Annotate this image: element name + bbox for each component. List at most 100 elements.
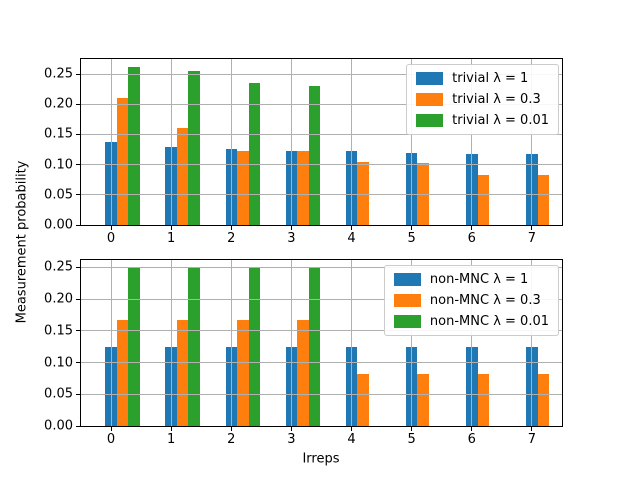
legend: non-MNC λ = 1 non-MNC λ = 0.3 non-MNC λ = …: [383, 265, 559, 336]
y-tick-label: 0.15: [44, 126, 73, 142]
bar: [237, 319, 249, 426]
gridline-vertical: [411, 59, 413, 225]
legend-swatch-icon: [393, 315, 421, 328]
x-tick-label: 3: [287, 231, 296, 246]
legend-item: non-MNC λ = 1: [393, 272, 549, 287]
x-tick-label: 2: [227, 432, 236, 447]
y-tick-label: 0.00: [44, 418, 73, 434]
legend-item: trivial λ = 1: [416, 71, 549, 86]
y-tick-mark: [76, 330, 80, 332]
bar: [297, 151, 309, 225]
bar: [116, 319, 129, 426]
bar: [237, 151, 249, 225]
legend-label: non-MNC λ = 1: [429, 272, 529, 287]
y-tick-mark: [76, 164, 80, 166]
x-tick-label: 0: [106, 432, 116, 447]
bar: [417, 373, 429, 426]
bar: [188, 267, 200, 426]
y-tick-mark: [76, 103, 80, 105]
y-tick-mark: [76, 224, 80, 226]
y-tick-mark: [76, 425, 80, 427]
x-tick-mark: [110, 427, 112, 431]
y-tick-label: 0.25: [44, 66, 73, 82]
x-tick-label: 7: [527, 231, 537, 246]
bar: [537, 174, 550, 225]
gridline-horizontal: [81, 73, 562, 75]
y-tick-mark: [76, 298, 80, 300]
gridline-vertical: [290, 260, 292, 426]
bar: [176, 128, 189, 225]
x-tick-mark: [531, 427, 533, 431]
x-tick-label: 5: [407, 231, 416, 246]
legend-item: trivial λ = 0.3: [416, 92, 549, 107]
gridline-vertical: [230, 260, 232, 426]
y-tick-label: 0.05: [44, 386, 73, 402]
x-tick-mark: [351, 427, 353, 431]
gridline-horizontal: [81, 298, 562, 300]
legend-swatch-icon: [416, 114, 444, 127]
gridline-horizontal: [81, 393, 562, 395]
x-tick-label: 1: [167, 432, 176, 447]
legend-label: non-MNC λ = 0.3: [429, 293, 541, 308]
gridline-horizontal: [81, 194, 562, 196]
bar: [116, 97, 129, 225]
bar: [128, 267, 140, 426]
gridline-vertical: [531, 260, 533, 426]
gridline-horizontal: [81, 266, 562, 268]
gridline-horizontal: [81, 164, 562, 166]
x-tick-mark: [290, 427, 292, 431]
x-tick-label: 0: [106, 231, 116, 246]
y-tick-label: 0.05: [44, 187, 73, 203]
gridline-vertical: [471, 260, 473, 426]
y-tick-label: 0.10: [44, 355, 73, 371]
bar: [537, 373, 550, 426]
gridline-vertical: [411, 260, 413, 426]
x-tick-label: 5: [407, 432, 416, 447]
gridline-horizontal: [81, 103, 562, 105]
x-tick-mark: [411, 427, 413, 431]
x-tick-label: 3: [287, 432, 296, 447]
x-tick-mark: [531, 226, 533, 230]
x-tick-mark: [230, 226, 232, 230]
y-tick-mark: [76, 133, 80, 135]
gridline-vertical: [531, 59, 533, 225]
x-tick-label: 1: [167, 231, 176, 246]
bar: [357, 162, 369, 225]
bar: [188, 71, 200, 225]
y-tick-mark: [76, 266, 80, 268]
x-tick-label: 4: [347, 231, 356, 246]
y-tick-label: 0.15: [44, 323, 73, 339]
gridline-vertical: [110, 59, 112, 225]
x-tick-mark: [290, 226, 292, 230]
legend-swatch-icon: [416, 93, 444, 106]
gridline-vertical: [170, 260, 172, 426]
legend-label: trivial λ = 0.01: [452, 113, 549, 128]
legend: trivial λ = 1 trivial λ = 0.3 trivial λ = …: [406, 64, 559, 135]
legend-label: trivial λ = 1: [452, 71, 529, 86]
x-tick-mark: [170, 226, 172, 230]
x-tick-label: 6: [467, 432, 476, 447]
y-tick-label: 0.20: [44, 291, 73, 307]
x-tick-mark: [471, 427, 473, 431]
legend-item: trivial λ = 0.01: [416, 113, 549, 128]
gridline-vertical: [110, 260, 112, 426]
y-tick-label: 0.10: [44, 157, 73, 173]
bar: [477, 373, 490, 426]
bar: [308, 267, 321, 426]
bar: [417, 162, 429, 225]
x-tick-label: 7: [527, 432, 537, 447]
y-axis-label: Measurement probability: [14, 160, 30, 324]
y-tick-label: 0.20: [44, 96, 73, 112]
bar: [308, 85, 321, 225]
legend-label: trivial λ = 0.3: [452, 92, 541, 107]
bar: [248, 82, 261, 225]
gridline-vertical: [471, 59, 473, 225]
x-tick-mark: [411, 226, 413, 230]
gridline-vertical: [351, 260, 353, 426]
x-tick-mark: [230, 427, 232, 431]
gridline-vertical: [230, 59, 232, 225]
legend-swatch-icon: [393, 273, 421, 286]
gridline-vertical: [290, 59, 292, 225]
legend-swatch-icon: [416, 72, 444, 85]
